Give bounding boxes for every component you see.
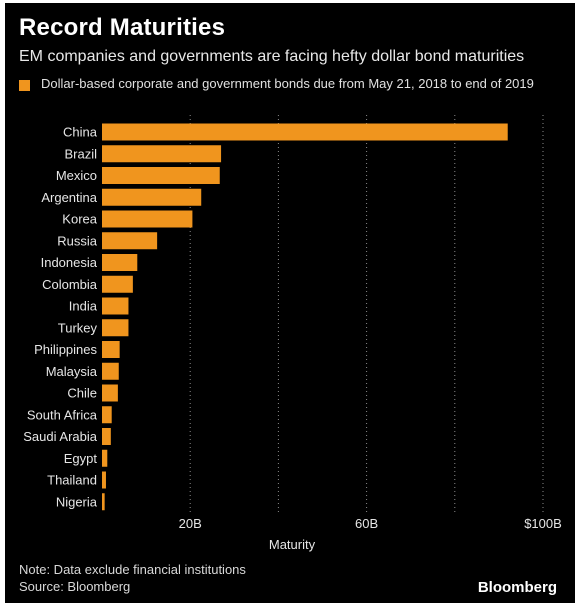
category-label: Chile	[67, 386, 97, 401]
legend-swatch	[19, 80, 30, 91]
bar-korea	[102, 210, 193, 228]
bar-nigeria	[102, 493, 105, 511]
category-label: Nigeria	[56, 494, 98, 509]
source-line: Source: Bloomberg	[19, 579, 131, 594]
bar-china	[102, 123, 508, 141]
bar-south-africa	[102, 406, 112, 424]
category-label: Saudi Arabia	[23, 429, 97, 444]
x-axis-label: Maturity	[269, 537, 316, 552]
bloomberg-logo: Bloomberg	[477, 579, 557, 596]
chart-title: Record Maturities	[19, 14, 226, 41]
footnote: Note: Data exclude financial institution…	[19, 562, 246, 577]
bar-saudi-arabia	[102, 428, 111, 445]
legend-label: Dollar-based corporate and government bo…	[41, 76, 534, 91]
bar-malaysia	[102, 362, 119, 380]
category-label: Russia	[57, 233, 98, 248]
x-tick-label: $100B	[524, 516, 562, 531]
category-label: Thailand	[47, 473, 97, 488]
category-label: Egypt	[64, 451, 98, 466]
category-label: Indonesia	[41, 255, 98, 270]
chart-subtitle: EM companies and governments are facing …	[19, 48, 525, 65]
chart-card: Record Maturities EM companies and gover…	[5, 3, 575, 603]
category-label: China	[63, 125, 98, 140]
x-tick-label: 60B	[355, 516, 378, 531]
bar-chile	[102, 384, 118, 402]
category-label: Colombia	[42, 277, 98, 292]
bar-indonesia	[102, 254, 138, 271]
chart-legend: Dollar-based corporate and government bo…	[19, 75, 564, 115]
bar-russia	[102, 232, 158, 250]
category-label: Malaysia	[46, 364, 98, 379]
category-label: Turkey	[58, 320, 98, 335]
x-tick-label: 20B	[179, 516, 202, 531]
bar-argentina	[102, 188, 202, 206]
bar-mexico	[102, 167, 220, 184]
bar-colombia	[102, 275, 133, 293]
bar-turkey	[102, 319, 129, 337]
bar-egypt	[102, 449, 108, 467]
bar-brazil	[102, 145, 222, 163]
category-label: Brazil	[64, 146, 97, 161]
category-label: South Africa	[27, 407, 98, 422]
category-label: Mexico	[56, 168, 97, 183]
category-label: Korea	[62, 212, 97, 227]
bar-india	[102, 297, 129, 315]
category-label: India	[69, 299, 98, 314]
bar-chart: China Brazil Mexico Argentina Korea Russia Ind…	[23, 115, 562, 552]
bar-thailand	[102, 471, 106, 489]
bar-philippines	[102, 341, 120, 358]
category-label: Argentina	[41, 190, 97, 205]
category-label: Philippines	[34, 342, 97, 357]
